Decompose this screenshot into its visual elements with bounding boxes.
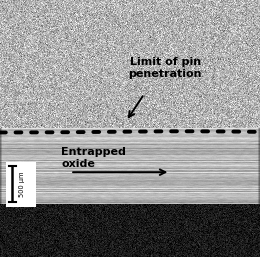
Bar bbox=[6, 162, 36, 207]
Text: Limit of pin
penetration: Limit of pin penetration bbox=[128, 57, 202, 79]
Text: 500 μm: 500 μm bbox=[18, 171, 25, 197]
Text: Entrapped
oxide: Entrapped oxide bbox=[61, 147, 126, 169]
